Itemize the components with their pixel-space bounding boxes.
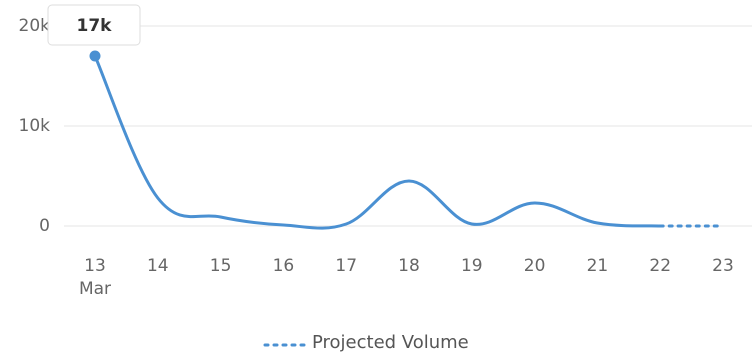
y-tick-label: 20k (19, 16, 51, 36)
x-tick-label: 16 (273, 256, 295, 276)
y-tick-label: 10k (19, 116, 51, 136)
x-tick-label: 18 (398, 256, 420, 276)
x-tick-label: 23 (712, 256, 734, 276)
tooltip-label: 17k (77, 16, 113, 36)
x-tick-label: 13 (84, 256, 106, 276)
x-tick-label: 22 (649, 256, 671, 276)
x-tick-label: 14 (147, 256, 169, 276)
y-tick-label: 0 (39, 216, 50, 236)
x-tick-label: 21 (587, 256, 609, 276)
tooltip-box (47, 4, 141, 46)
x-tick-label: 17 (335, 256, 357, 276)
x-tick-label: 19 (461, 256, 483, 276)
x-tick-label: 15 (210, 256, 232, 276)
point-marker (89, 50, 101, 62)
legend-label: Projected Volume (312, 332, 469, 353)
x-month-label: Mar (79, 279, 111, 299)
line (93, 54, 662, 230)
x-tick-label: 20 (524, 256, 546, 276)
